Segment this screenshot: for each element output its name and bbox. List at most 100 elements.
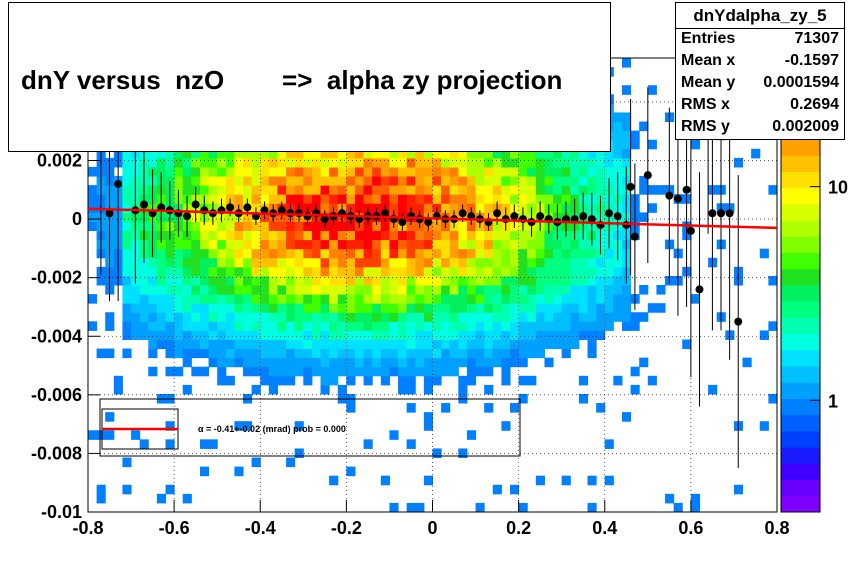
heatmap-cell bbox=[294, 275, 304, 286]
heatmap-cell bbox=[501, 285, 511, 295]
heatmap-cell bbox=[484, 330, 494, 340]
heatmap-cell bbox=[260, 375, 270, 386]
heatmap-cell bbox=[156, 266, 167, 277]
heatmap-cell bbox=[484, 312, 494, 322]
stats-value: 0.002009 bbox=[772, 118, 839, 135]
heatmap-cell bbox=[561, 303, 571, 313]
x-tick-label: 0.8 bbox=[764, 518, 789, 538]
heatmap-cell bbox=[596, 321, 606, 331]
heatmap-cell bbox=[303, 157, 313, 168]
heatmap-cell bbox=[260, 266, 270, 277]
heatmap-cell bbox=[449, 312, 459, 322]
heatmap-cell bbox=[199, 248, 210, 259]
heatmap-cell bbox=[268, 194, 278, 204]
heatmap-cell bbox=[337, 303, 347, 313]
heatmap-cell bbox=[208, 166, 218, 177]
heatmap-cell bbox=[613, 294, 623, 304]
heatmap-cell bbox=[613, 148, 623, 159]
heatmap-cell bbox=[260, 185, 270, 195]
heatmap-cell bbox=[380, 375, 390, 386]
heatmap-cell bbox=[139, 321, 149, 331]
heatmap-cell bbox=[570, 166, 580, 177]
profile-point bbox=[695, 285, 704, 294]
heatmap-cell bbox=[199, 303, 210, 313]
heatmap-cell bbox=[613, 157, 623, 168]
heatmap-cell bbox=[423, 375, 433, 386]
profile-point bbox=[725, 209, 734, 218]
heatmap-cell bbox=[122, 257, 132, 268]
heatmap-cell bbox=[406, 221, 416, 232]
heatmap-cell bbox=[131, 285, 141, 295]
heatmap-cell bbox=[380, 194, 390, 204]
heatmap-cell bbox=[165, 257, 175, 268]
heatmap-cell bbox=[587, 166, 597, 177]
heatmap-cell bbox=[156, 285, 167, 295]
heatmap-cell bbox=[311, 339, 322, 350]
heatmap-cell bbox=[286, 457, 296, 468]
heatmap-cell bbox=[423, 412, 433, 422]
heatmap-cell bbox=[363, 348, 373, 359]
heatmap-cell bbox=[199, 312, 210, 322]
heatmap-cell bbox=[165, 176, 175, 186]
heatmap-cell bbox=[518, 266, 528, 277]
heatmap-cell bbox=[639, 212, 649, 222]
heatmap-cell bbox=[398, 312, 408, 322]
heatmap-cell bbox=[466, 321, 477, 331]
heatmap-cell bbox=[294, 194, 304, 204]
heatmap-cell bbox=[423, 248, 433, 259]
heatmap-cell bbox=[260, 339, 270, 350]
heatmap-cell bbox=[733, 157, 744, 168]
heatmap-cell bbox=[225, 257, 235, 268]
palette-swatch bbox=[781, 495, 820, 513]
heatmap-cell bbox=[268, 221, 278, 232]
heatmap-cell bbox=[174, 366, 184, 377]
heatmap-cell bbox=[225, 357, 235, 368]
heatmap-cell bbox=[363, 266, 373, 277]
heatmap-cell bbox=[415, 257, 425, 268]
heatmap-cell bbox=[406, 366, 416, 377]
heatmap-cell bbox=[165, 239, 175, 250]
heatmap-cell bbox=[243, 266, 253, 277]
heatmap-cell bbox=[174, 176, 184, 186]
heatmap-cell bbox=[475, 230, 485, 241]
heatmap-cell bbox=[449, 339, 459, 350]
heatmap-cell bbox=[415, 230, 425, 241]
heatmap-cell bbox=[647, 303, 657, 313]
heatmap-cell bbox=[303, 285, 313, 295]
heatmap-cell bbox=[363, 166, 373, 177]
heatmap-cell bbox=[311, 239, 322, 250]
heatmap-cell bbox=[217, 230, 227, 241]
heatmap-cell bbox=[475, 185, 485, 195]
heatmap-cell bbox=[320, 384, 330, 395]
heatmap-cell bbox=[578, 239, 589, 250]
heatmap-cell bbox=[199, 185, 210, 195]
profile-point bbox=[665, 191, 674, 200]
heatmap-cell bbox=[639, 121, 649, 132]
heatmap-cell bbox=[553, 285, 563, 295]
heatmap-cell bbox=[475, 248, 485, 259]
heatmap-cell bbox=[501, 421, 511, 431]
heatmap-cell bbox=[415, 330, 425, 340]
heatmap-cell bbox=[234, 321, 244, 331]
heatmap-cell bbox=[122, 457, 132, 468]
heatmap-cell bbox=[191, 339, 201, 350]
heatmap-cell bbox=[578, 257, 589, 268]
heatmap-cell bbox=[217, 312, 227, 322]
heatmap-cell bbox=[131, 312, 141, 322]
heatmap-cell bbox=[363, 312, 373, 322]
heatmap-cell bbox=[346, 176, 356, 186]
heatmap-cell bbox=[234, 266, 244, 277]
heatmap-cell bbox=[199, 466, 210, 477]
heatmap-cell bbox=[329, 339, 339, 350]
heatmap-cell bbox=[441, 157, 451, 168]
heatmap-cell bbox=[484, 248, 494, 259]
heatmap-cell bbox=[518, 239, 528, 250]
heatmap-cell bbox=[639, 357, 649, 368]
heatmap-cell bbox=[268, 239, 278, 250]
heatmap-cell bbox=[492, 348, 502, 359]
heatmap-cell bbox=[389, 185, 399, 195]
heatmap-cell bbox=[423, 321, 433, 331]
heatmap-cell bbox=[458, 294, 468, 304]
heatmap-cell bbox=[303, 357, 313, 368]
heatmap-cell bbox=[372, 294, 382, 304]
